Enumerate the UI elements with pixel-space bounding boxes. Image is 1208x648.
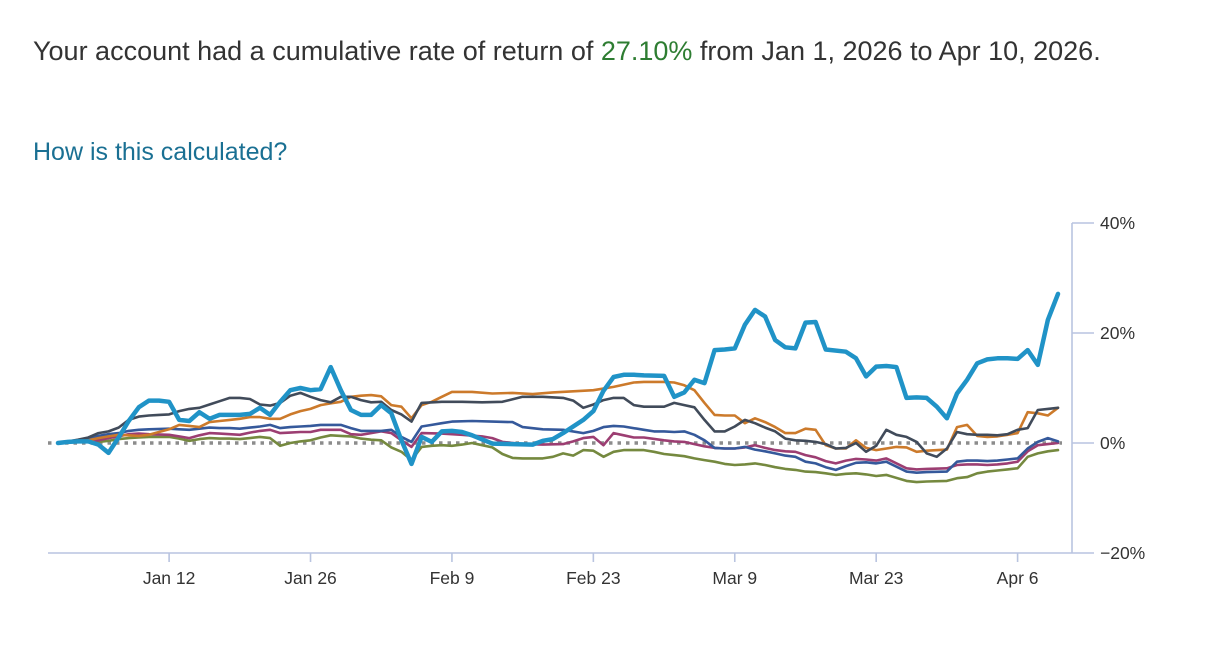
return-value: 27.10%	[600, 36, 693, 66]
x-tick-label: Apr 6	[997, 568, 1039, 588]
series-line-orange	[56, 380, 1060, 454]
summary-suffix: from Jan 1, 2026 to Apr 10, 2026.	[692, 36, 1101, 66]
how-calculated-link[interactable]: How is this calculated?	[33, 138, 288, 166]
x-tick-label: Mar 9	[712, 568, 757, 588]
x-tick-label: Jan 12	[143, 568, 196, 588]
x-tick-label: Jan 26	[284, 568, 337, 588]
y-tick-label: −20%	[1100, 543, 1145, 563]
summary-text: Your account had a cumulative rate of re…	[33, 28, 1185, 74]
summary-prefix: Your account had a cumulative rate of re…	[33, 36, 601, 66]
series-line-magenta	[56, 428, 1060, 471]
series-line-account-blue-bold	[55, 291, 1061, 467]
series-line-charcoal	[56, 391, 1060, 459]
series-line-navy	[56, 419, 1060, 475]
y-tick-label: 40%	[1100, 213, 1135, 233]
x-tick-label: Feb 9	[430, 568, 475, 588]
y-tick-label: 0%	[1100, 433, 1125, 453]
series-line-olive	[56, 433, 1060, 484]
y-tick-label: 20%	[1100, 323, 1135, 343]
x-tick-label: Mar 23	[849, 568, 903, 588]
x-tick-label: Feb 23	[566, 568, 620, 588]
